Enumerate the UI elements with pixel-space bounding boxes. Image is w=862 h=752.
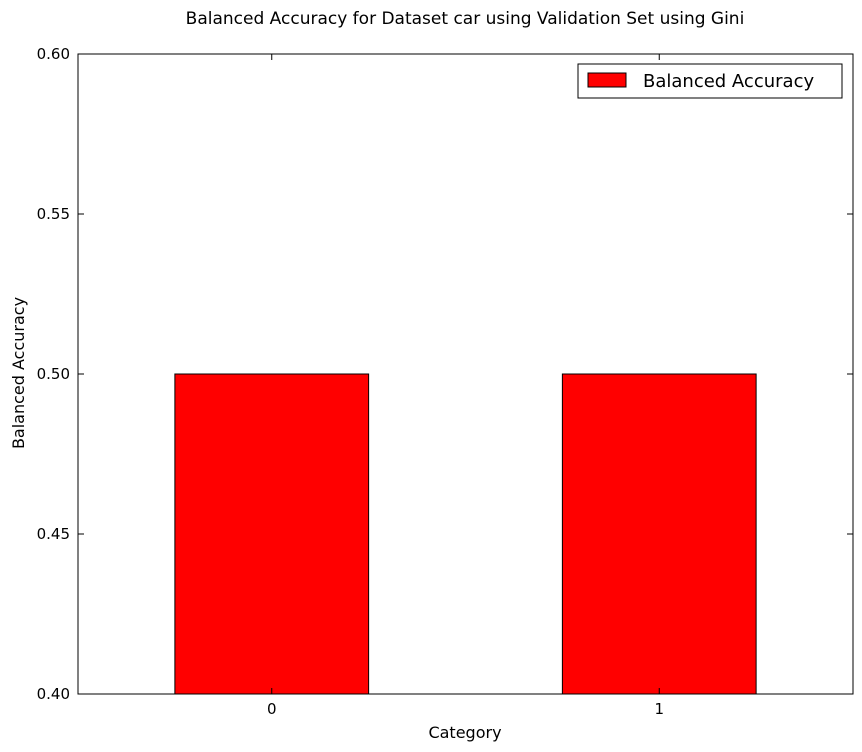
- x-axis-label: Category: [428, 723, 501, 742]
- chart-title: Balanced Accuracy for Dataset car using …: [186, 9, 745, 29]
- y-tick-label: 0.55: [37, 205, 70, 223]
- x-tick-label: 0: [267, 700, 277, 718]
- legend-label: Balanced Accuracy: [643, 71, 814, 92]
- x-tick-label: 1: [654, 700, 664, 718]
- y-tick-label: 0.45: [37, 525, 70, 543]
- bar-1: [561, 373, 757, 695]
- y-tick-label: 0.40: [37, 685, 70, 703]
- y-tick-label: 0.60: [37, 45, 70, 63]
- bar-0: [174, 373, 370, 695]
- y-tick-label: 0.50: [37, 365, 70, 383]
- legend: Balanced Accuracy: [577, 63, 843, 99]
- legend-swatch: [587, 72, 627, 88]
- y-axis-label: Balanced Accuracy: [9, 297, 28, 449]
- plot-area: 0.40 0.45 0.50 0.55 0.60 0 1: [37, 45, 854, 718]
